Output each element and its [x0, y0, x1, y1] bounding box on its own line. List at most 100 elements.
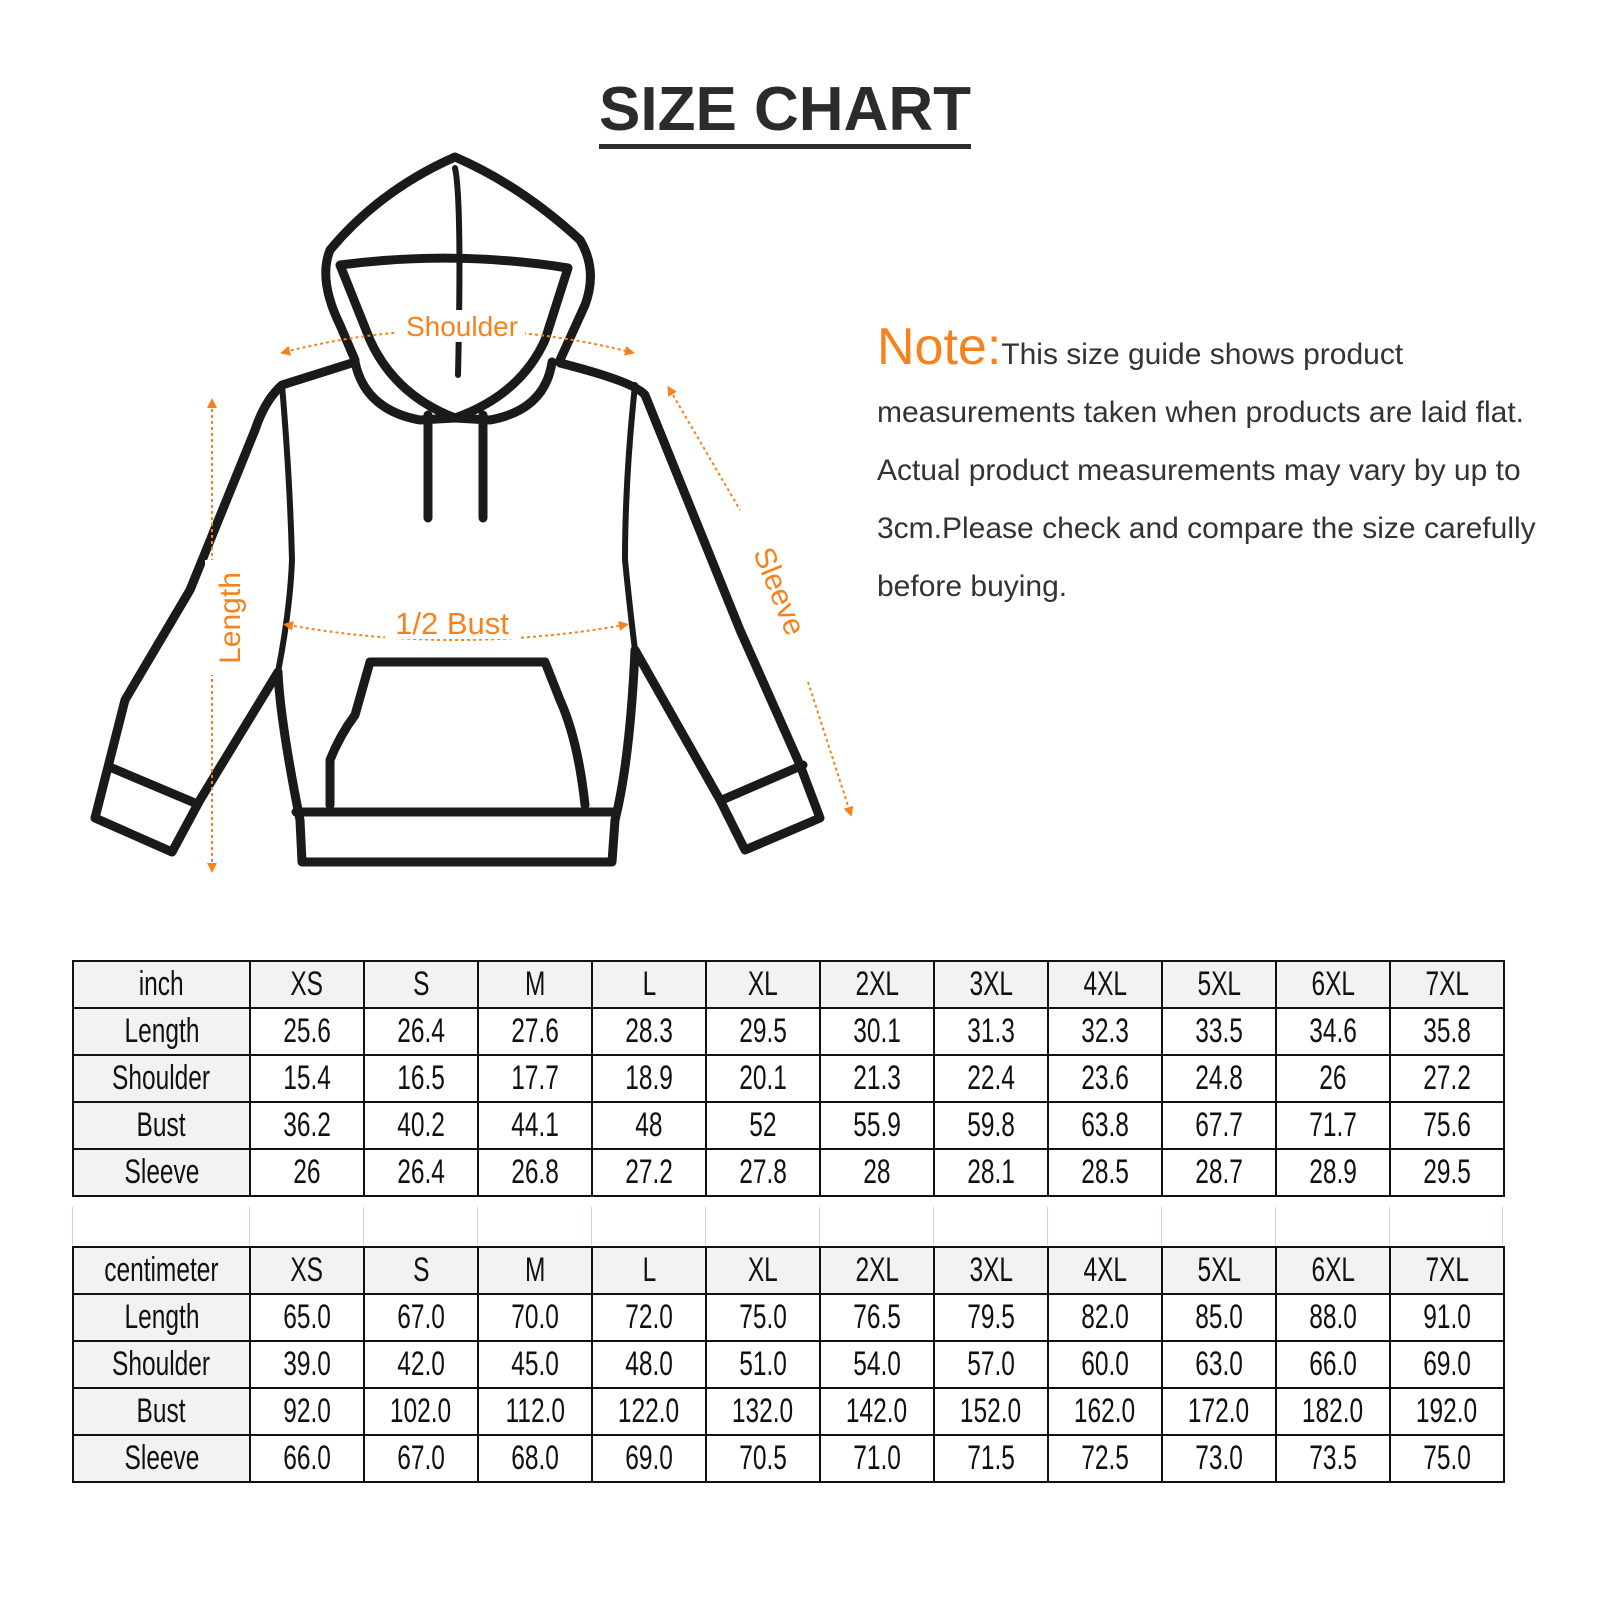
table-cell: 31.3: [933, 1007, 1049, 1056]
table-cell: 45.0: [477, 1340, 593, 1389]
table-cell: 48: [591, 1101, 707, 1150]
table-cell: 40.2: [363, 1101, 479, 1150]
table-cell: 71.5: [933, 1434, 1049, 1483]
table-cell: 16.5: [363, 1054, 479, 1103]
length-label: Length: [214, 572, 247, 664]
table-cell: 29.5: [705, 1007, 821, 1056]
table-cell: 18.9: [591, 1054, 707, 1103]
table-cell: 67.0: [363, 1293, 479, 1342]
right-cuff: [717, 760, 808, 805]
table-cell: 67.7: [1161, 1101, 1277, 1150]
row-label: Length: [72, 1293, 251, 1342]
spacer-line: [1502, 1207, 1503, 1245]
spacer-line: [477, 1207, 478, 1245]
table-row-shoulder: Shoulder 15.4 16.5 17.7 18.9 20.1 21.3 22.4 23.6…: [72, 1054, 1505, 1103]
table-cell: 68.0: [477, 1434, 593, 1483]
spacer-line: [363, 1207, 364, 1245]
size-header-2xl: 2XL: [819, 1246, 935, 1295]
table-cell: 24.8: [1161, 1054, 1277, 1103]
size-header-s: S: [363, 960, 479, 1009]
table-cell: 55.9: [819, 1101, 935, 1150]
table-cell: 34.6: [1275, 1007, 1391, 1056]
table-cell: 54.0: [819, 1340, 935, 1389]
drawstring: [423, 410, 488, 523]
row-label: Shoulder: [72, 1340, 251, 1389]
spacer-line: [249, 1207, 250, 1245]
table-cell: 28.5: [1047, 1148, 1163, 1197]
size-header-l: L: [591, 1246, 707, 1295]
table-cell: 192.0: [1389, 1387, 1505, 1436]
table-cell: 25.6: [249, 1007, 365, 1056]
table-spacer: [72, 1207, 1503, 1245]
table-row-length: Length 25.6 26.4 27.6 28.3 29.5 30.1 31.3 32.3 33…: [72, 1007, 1505, 1056]
table-cell: 26: [249, 1148, 365, 1197]
size-header-5xl: 5XL: [1161, 1246, 1277, 1295]
size-header-4xl: 4XL: [1047, 1246, 1163, 1295]
table-cell: 28: [819, 1148, 935, 1197]
row-label: Sleeve: [72, 1148, 251, 1197]
size-header-3xl: 3XL: [933, 960, 1049, 1009]
row-label: Length: [72, 1007, 251, 1056]
table-cell: 26.8: [477, 1148, 593, 1197]
size-header-l: L: [591, 960, 707, 1009]
left-cuff: [107, 763, 200, 808]
table-row-bust: Bust 36.2 40.2 44.1 48 52 55.9 59.8 63.8 67.7 71.7…: [72, 1101, 1505, 1150]
table-cell: 60.0: [1047, 1340, 1163, 1389]
table-cell: 36.2: [249, 1101, 365, 1150]
table-cell: 17.7: [477, 1054, 593, 1103]
table-cell: 182.0: [1275, 1387, 1391, 1436]
page-title: SIZE CHART: [0, 78, 1570, 149]
table-cell: 26: [1275, 1054, 1391, 1103]
table-cell: 26.4: [363, 1148, 479, 1197]
table-cell: 132.0: [705, 1387, 821, 1436]
table-cell: 75.6: [1389, 1101, 1505, 1150]
table-cell: 102.0: [363, 1387, 479, 1436]
size-header-m: M: [477, 1246, 593, 1295]
table-cell: 70.0: [477, 1293, 593, 1342]
table-cell: 75.0: [1389, 1434, 1505, 1483]
table-cell: 28.1: [933, 1148, 1049, 1197]
size-header-s: S: [363, 1246, 479, 1295]
spacer-line: [1047, 1207, 1048, 1245]
size-header-3xl: 3XL: [933, 1246, 1049, 1295]
table-cell: 29.5: [1389, 1148, 1505, 1197]
table-cell: 27.8: [705, 1148, 821, 1197]
table-cell: 67.0: [363, 1434, 479, 1483]
table-row-shoulder: Shoulder 39.0 42.0 45.0 48.0 51.0 54.0 57.0 60.0…: [72, 1340, 1505, 1389]
table-cell: 71.7: [1275, 1101, 1391, 1150]
table-row-length: Length 65.0 67.0 70.0 72.0 75.0 76.5 79.5 82.0 85…: [72, 1293, 1505, 1342]
table-cell: 152.0: [933, 1387, 1049, 1436]
table-cell: 59.8: [933, 1101, 1049, 1150]
table-cell: 22.4: [933, 1054, 1049, 1103]
table-cell: 72.5: [1047, 1434, 1163, 1483]
header-row: inch XS S M L XL 2XL 3XL 4XL 5XL 6XL 7XL: [72, 960, 1505, 1009]
table-cell: 72.0: [591, 1293, 707, 1342]
table-cell: 30.1: [819, 1007, 935, 1056]
table-cell: 42.0: [363, 1340, 479, 1389]
table-cell: 28.9: [1275, 1148, 1391, 1197]
size-header-2xl: 2XL: [819, 960, 935, 1009]
table-cell: 66.0: [1275, 1340, 1391, 1389]
shoulder-label: Shoulder: [406, 311, 518, 342]
table-cell: 142.0: [819, 1387, 935, 1436]
table-cell: 79.5: [933, 1293, 1049, 1342]
size-header-4xl: 4XL: [1047, 960, 1163, 1009]
table-cell: 69.0: [1389, 1340, 1505, 1389]
table-cell: 57.0: [933, 1340, 1049, 1389]
spacer-line: [933, 1207, 934, 1245]
table-cell: 88.0: [1275, 1293, 1391, 1342]
table-cell: 63.8: [1047, 1101, 1163, 1150]
size-header-xs: XS: [249, 960, 365, 1009]
hoodie-diagram: Shoulder Length 1/2 Bust Sleeve: [90, 152, 854, 873]
spacer-line: [1275, 1207, 1276, 1245]
size-header-m: M: [477, 960, 593, 1009]
size-note: Note:This size guide shows product measu…: [877, 318, 1537, 616]
note-label: Note:: [877, 318, 1002, 376]
hood-opening: [335, 253, 573, 423]
size-header-xs: XS: [249, 1246, 365, 1295]
table-row-sleeve: Sleeve 66.0 67.0 68.0 69.0 70.5 71.0 71.5 72.5 73…: [72, 1434, 1505, 1483]
table-cell: 162.0: [1047, 1387, 1163, 1436]
table-cell: 70.5: [705, 1434, 821, 1483]
size-header-xl: XL: [705, 1246, 821, 1295]
spacer-line: [591, 1207, 592, 1245]
